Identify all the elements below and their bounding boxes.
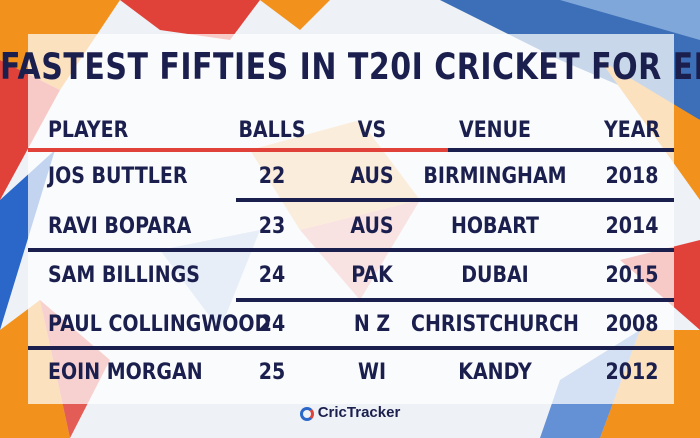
cell-year: 2014	[605, 213, 659, 239]
header-year: YEAR	[603, 117, 661, 143]
header-player: PLAYER	[48, 117, 129, 143]
cell-player: EOIN MORGAN	[48, 359, 203, 385]
cell-year: 2018	[605, 163, 659, 189]
table-panel	[28, 34, 674, 404]
cell-venue: BIRMINGHAM	[423, 163, 567, 189]
cell-balls: 24	[258, 262, 286, 288]
cell-vs: AUS	[350, 213, 394, 239]
brand-logo: CricTracker	[0, 404, 700, 421]
table-header: PLAYER BALLS VS VENUE YEAR	[0, 112, 700, 148]
brand-name: CricTracker	[317, 404, 401, 421]
cell-year: 2012	[605, 359, 659, 385]
cell-vs: N Z	[353, 311, 391, 337]
cell-venue: CHRISTCHURCH	[411, 311, 579, 337]
cell-balls: 22	[258, 163, 286, 189]
header-vs: VS	[357, 117, 387, 143]
cell-player: SAM BILLINGS	[48, 262, 200, 288]
cell-balls: 23	[258, 213, 286, 239]
page-title: FASTEST FIFTIES IN T20I CRICKET FOR ENGL…	[0, 46, 700, 89]
cell-venue: HOBART	[451, 213, 539, 239]
cell-year: 2008	[605, 311, 659, 337]
cell-vs: PAK	[351, 262, 393, 288]
row-divider	[28, 346, 674, 350]
table-row: EOIN MORGAN 25 WI KANDY 2012	[0, 354, 700, 390]
row-divider	[236, 298, 674, 302]
cell-balls: 25	[258, 359, 286, 385]
row-divider	[236, 198, 674, 202]
table-row: JOS BUTTLER 22 AUS BIRMINGHAM 2018	[0, 158, 700, 194]
header-balls: BALLS	[238, 117, 306, 143]
cell-year: 2015	[605, 262, 659, 288]
cell-player: JOS BUTTLER	[48, 163, 188, 189]
table-row: RAVI BOPARA 23 AUS HOBART 2014	[0, 208, 700, 244]
cell-vs: WI	[357, 359, 387, 385]
table-row: SAM BILLINGS 24 PAK DUBAI 2015	[0, 257, 700, 293]
cell-player: RAVI BOPARA	[48, 213, 192, 239]
row-divider	[28, 248, 674, 252]
cell-balls: 24	[258, 311, 286, 337]
cell-player: PAUL COLLINGWOOD	[48, 311, 271, 337]
cell-vs: AUS	[350, 163, 394, 189]
cell-venue: DUBAI	[461, 262, 529, 288]
brand-ring-icon	[299, 407, 314, 421]
table-row: PAUL COLLINGWOOD 24 N Z CHRISTCHURCH 200…	[0, 306, 700, 342]
cell-venue: KANDY	[458, 359, 532, 385]
header-divider	[28, 148, 674, 152]
header-venue: VENUE	[459, 117, 531, 143]
